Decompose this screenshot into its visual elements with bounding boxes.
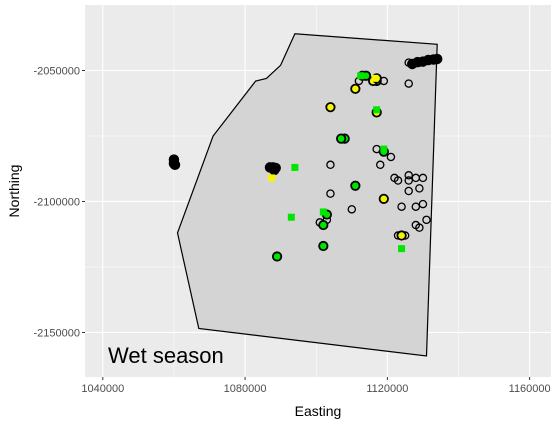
point-open-circle — [386, 152, 396, 162]
y-tick-label: -2050000 — [34, 65, 81, 77]
point-open-circle — [411, 202, 421, 211]
point-green-square — [291, 163, 299, 171]
point-green-square — [357, 72, 365, 80]
point-filled-black — [431, 53, 443, 65]
y-tick-label: -2150000 — [34, 327, 81, 339]
point-open-circle — [397, 202, 406, 211]
point-open-circle — [418, 173, 428, 183]
point-open-circle — [404, 58, 413, 67]
point-filled-black — [169, 159, 181, 171]
x-tick-label: 1120000 — [366, 383, 408, 395]
point-open-circle — [404, 176, 413, 185]
point-filled-green — [350, 180, 361, 191]
point-filled-yellow — [325, 102, 336, 113]
point-yellow-square — [268, 174, 276, 182]
point-open-circle — [415, 223, 424, 232]
annotation-label: Wet season — [108, 343, 224, 368]
point-open-circle — [393, 176, 403, 185]
point-open-circle — [347, 205, 357, 214]
x-tick-label: 1160000 — [509, 383, 551, 395]
points-layer — [168, 53, 443, 262]
point-open-circle — [404, 79, 413, 88]
point-open-circle — [415, 58, 424, 67]
point-green-square — [287, 213, 295, 221]
point-open-circle — [425, 55, 435, 65]
y-axis-ticks: -2050000 -2100000 -2150000 — [34, 65, 85, 339]
point-filled-yellow — [378, 193, 389, 204]
point-filled-yellow — [396, 230, 407, 241]
y-axis-title: Northing — [6, 165, 22, 218]
point-green-square — [398, 245, 406, 253]
point-open-circle — [418, 199, 428, 209]
point-open-circle — [422, 215, 431, 225]
x-tick-label: 1080000 — [224, 383, 267, 395]
point-open-circle — [326, 160, 335, 170]
x-tick-label: 1040000 — [81, 383, 124, 395]
point-filled-green — [318, 219, 329, 231]
point-green-square — [319, 208, 327, 216]
point-open-circle — [404, 186, 413, 196]
x-axis-ticks: 1040000 1080000 1120000 1160000 — [81, 377, 551, 395]
point-open-circle — [326, 189, 335, 198]
point-filled-yellow — [350, 83, 361, 94]
point-filled-black — [268, 164, 280, 176]
point-green-square — [380, 145, 388, 153]
point-green-square — [373, 106, 381, 114]
point-filled-green — [318, 240, 329, 252]
point-open-circle — [404, 171, 413, 180]
point-filled-green — [336, 133, 347, 144]
point-open-circle — [376, 160, 385, 170]
point-filled-green — [271, 251, 283, 262]
point-open-circle — [415, 184, 424, 193]
y-tick-label: -2100000 — [34, 196, 81, 208]
point-yellow-square — [371, 74, 379, 82]
x-axis-title: Easting — [295, 403, 342, 419]
